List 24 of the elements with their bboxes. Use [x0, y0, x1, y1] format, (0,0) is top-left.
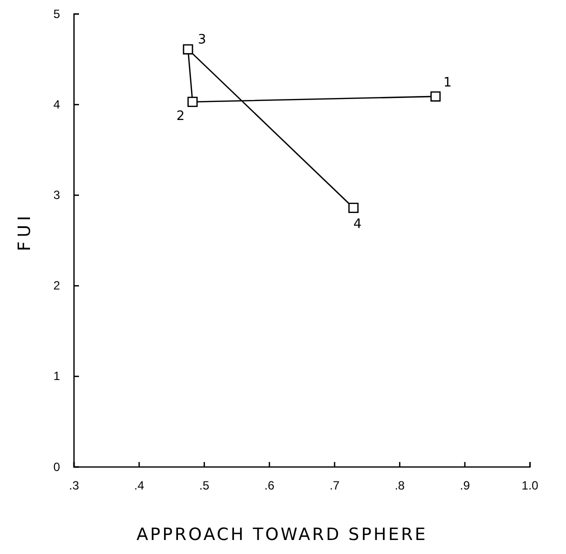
x-tick-label: .9 [460, 478, 470, 493]
x-tick-label: .8 [394, 478, 406, 493]
x-axis-title: APPROACH TOWARD SPHERE [136, 525, 428, 545]
y-tick-label: 2 [53, 278, 60, 293]
point [182, 44, 194, 54]
annotation: 3 [198, 32, 206, 48]
point [348, 202, 359, 214]
annotation: 2 [176, 108, 185, 124]
x-tick-label: .6 [264, 478, 275, 493]
y-tick-label: 1 [53, 369, 60, 384]
x-tick-label: 1.0 [522, 478, 539, 493]
annotation: 4 [353, 216, 362, 232]
x-tick-label: .3 [68, 478, 80, 493]
y-axis-title: FUI [15, 212, 35, 252]
y-tick-label: 3 [53, 188, 60, 202]
annotation: 1 [443, 75, 452, 90]
x-tick-label: .4 [134, 478, 144, 493]
y-tick-label: 0 [53, 460, 60, 474]
x-tick-label: .5 [199, 478, 210, 493]
y-tick-label: 5 [53, 6, 60, 21]
point [430, 91, 441, 102]
point [187, 96, 198, 108]
y-tick-label: 4 [53, 97, 60, 112]
x-tick-label: .7 [330, 478, 340, 493]
